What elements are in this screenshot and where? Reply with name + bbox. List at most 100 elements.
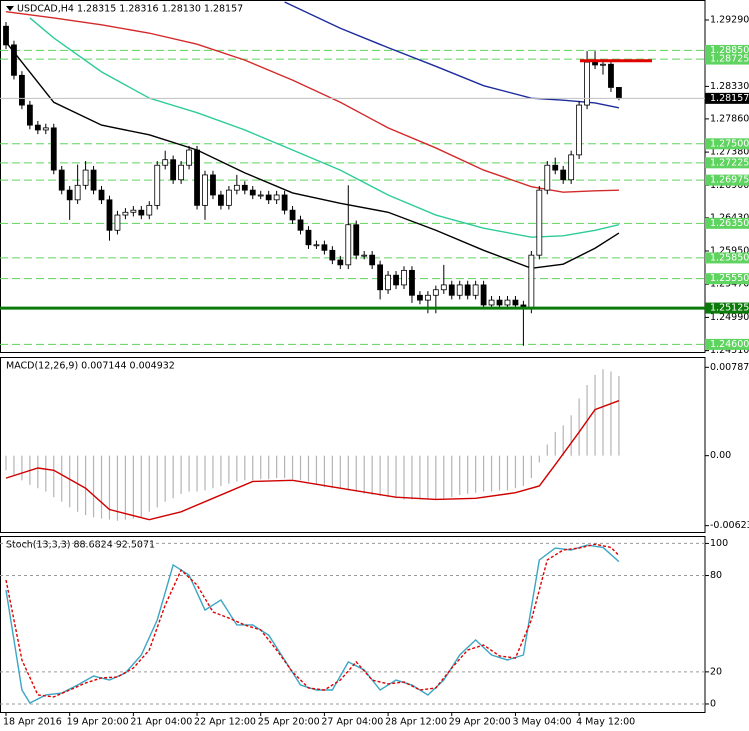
level-label: 1.27225 [710,157,749,168]
y-tick-label: 1.24510 [710,345,749,356]
level-label: 1.28725 [710,54,749,65]
candle-body [409,269,415,296]
level-label: 1.27500 [710,138,749,149]
candle-body [225,189,232,206]
x-tick-label: 19 Apr 20:00 [67,717,129,728]
candle-body [202,174,208,206]
level-box [705,174,749,186]
candle-body [512,299,519,306]
candle-body [424,294,431,301]
level-box [705,338,749,350]
candle-body [122,211,129,216]
candle-body [210,174,216,196]
last-price-box [705,92,749,104]
x-tick-label: 4 May 12:00 [576,717,635,728]
level-label: 1.28850 [710,45,749,56]
candle-body [576,104,583,156]
candle-body [528,254,535,309]
line-series [29,17,620,238]
candle-body [249,189,256,196]
x-tick-label: 3 May 04:00 [512,717,571,728]
line-series [5,10,619,193]
support-label: 1.25125 [710,303,749,314]
level-box [705,138,749,150]
stoch-title: Stoch(13,3,3) 88.6824 92.5071 [6,540,155,551]
chart-title: USDCAD,H4 1.28315 1.28316 1.28130 1.2815… [17,4,243,15]
y-tick-label: 1.25950 [710,246,749,257]
candle-body [66,189,73,201]
candle-body [11,44,17,76]
y-tick-label: 80 [710,570,722,581]
candle-body [592,61,598,66]
level-box [705,44,749,56]
candle-body [162,159,169,166]
candle-body [417,294,423,301]
candle-body [385,274,391,291]
level-box [705,273,749,285]
candle-body [233,184,240,191]
candle-body [464,284,471,296]
candle-body [138,209,145,216]
plot-area [0,542,705,705]
candle-body [257,194,264,197]
candle-body [393,274,399,286]
candle-body [432,289,439,296]
candle-body [600,63,606,66]
candle-body [146,204,153,216]
candle-body [241,184,248,191]
candle-body [130,209,137,213]
candle-body [608,63,614,88]
candle-body [273,194,280,201]
y-tick-label: 100 [710,538,728,549]
last-price-label: 1.28157 [710,93,749,104]
y-tick-label: -0.006233 [710,520,749,531]
y-tick-label: 1.29290 [710,14,749,25]
level-label: 1.25550 [710,273,749,284]
candle-body [472,284,479,296]
candle-body [337,259,344,266]
y-tick-label: 0.00 [710,450,731,461]
candle-body [170,159,177,181]
level-label: 1.25850 [710,252,749,263]
y-tick-label: 1.25470 [710,279,749,290]
y-tick-label: 1.27860 [710,113,749,124]
level-box [705,217,749,229]
candle-body [496,299,503,306]
candle-body [568,154,575,181]
support-box [705,302,749,314]
y-tick-label: 1.24990 [710,312,749,323]
candle-body [106,199,113,231]
candle-body [440,284,447,291]
level-box [705,252,749,264]
candle-body [313,244,320,247]
candle-body [377,264,384,291]
candle-body [218,194,224,206]
candle-body [194,149,200,206]
x-tick-label: 27 Apr 04:00 [321,717,383,728]
symbol-menu-icon[interactable] [6,6,14,11]
macd-panel-frame [0,357,706,533]
candle-body [345,224,352,266]
x-tick-label: 25 Apr 20:00 [258,717,320,728]
candle-body [552,164,559,171]
plot-area [5,369,620,521]
candle-body [74,184,81,201]
y-tick-label: 0 [710,698,716,709]
candle-body [154,164,161,206]
candle-body [329,249,336,261]
level-label: 1.26350 [710,218,749,229]
candle-body [26,104,33,126]
candle-body [178,164,185,181]
level-box [705,157,749,169]
candle-body [19,74,25,106]
candle-body [42,127,49,131]
candle-body [456,284,463,296]
candle-body [34,124,41,131]
candle-body [186,149,192,166]
candle-body [488,299,495,306]
candle-body [480,284,487,306]
candle-body [560,169,567,181]
candle-body [281,194,288,211]
candle-body [58,169,65,191]
